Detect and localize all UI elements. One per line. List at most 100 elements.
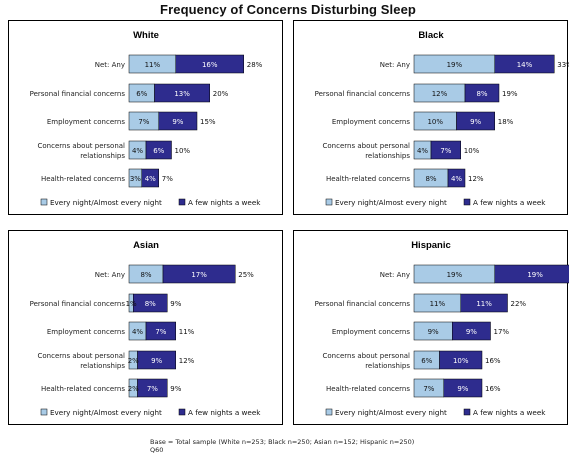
question-ref: Q60 xyxy=(150,446,164,454)
category-label: Health-related concerns xyxy=(326,385,410,393)
category-label: Employment concerns xyxy=(47,328,126,336)
category-label: Health-related concerns xyxy=(41,385,125,393)
legend: Every night/Almost every night A few nigh… xyxy=(325,198,546,207)
value-label-every-night: 3% xyxy=(130,175,141,183)
value-label-few-nights: 11% xyxy=(476,300,492,308)
category-label: Employment concerns xyxy=(332,118,411,126)
value-label-few-nights: 9% xyxy=(470,118,481,126)
legend-label-every-night: Every night/Almost every night xyxy=(335,198,447,207)
row-personal-financial-concerns: Personal financial concerns 12% 8% 19% xyxy=(315,83,518,103)
total-label: 12% xyxy=(179,357,195,365)
category-label: Health-related concerns xyxy=(326,175,410,183)
bar-few-nights xyxy=(464,83,500,103)
value-label-few-nights: 16% xyxy=(202,61,218,69)
category-label: Net: Any xyxy=(95,271,125,279)
bar-few-nights xyxy=(460,293,508,313)
value-label-every-night: 11% xyxy=(430,300,446,308)
total-label: 25% xyxy=(238,271,254,279)
category-label: Concerns about personal xyxy=(323,142,411,150)
value-label-few-nights: 7% xyxy=(147,385,158,393)
value-label-few-nights: 4% xyxy=(451,175,462,183)
row-net-any: Net: Any 19% 14% 33% xyxy=(380,54,569,74)
bar-few-nights xyxy=(447,168,466,188)
row-health-related-concerns: Health-related concerns 7% 9% 16% xyxy=(326,378,501,398)
legend-label-few-nights: A few nights a week xyxy=(473,408,546,417)
value-label-every-night: 11% xyxy=(145,61,161,69)
bar-few-nights xyxy=(430,140,461,160)
value-label-every-night: 6% xyxy=(136,90,147,98)
value-label-every-night: 19% xyxy=(447,61,463,69)
row-employment-concerns: Employment concerns 7% 9% 15% xyxy=(47,111,216,131)
category-label: relationships xyxy=(365,152,410,160)
row-employment-concerns: Employment concerns 4% 7% 11% xyxy=(47,321,195,341)
value-label-few-nights: 13% xyxy=(174,90,190,98)
value-label-every-night: 19% xyxy=(447,271,463,279)
category-label: Net: Any xyxy=(95,61,125,69)
bar-few-nights xyxy=(145,321,176,341)
base-footnote: Base = Total sample (White n=253; Black … xyxy=(150,438,415,446)
value-label-every-night: 7% xyxy=(423,385,434,393)
value-label-every-night: 7% xyxy=(138,118,149,126)
legend-swatch-every-night xyxy=(325,198,333,206)
chart-black: Black Net: Any 19% 14% 33% Personal financial… xyxy=(315,30,569,207)
bar-few-nights xyxy=(145,140,172,160)
value-label-few-nights: 19% xyxy=(527,271,543,279)
total-label: 15% xyxy=(200,118,216,126)
panel-title: Black xyxy=(418,30,444,41)
category-label: Personal financial concerns xyxy=(30,300,126,308)
value-label-every-night: 10% xyxy=(427,118,443,126)
legend-swatch-few-nights xyxy=(463,198,471,206)
bar-few-nights xyxy=(162,264,236,284)
category-label: Concerns about personal xyxy=(323,352,411,360)
footnote-block: Base = Total sample (White n=253; Black … xyxy=(150,438,414,454)
row-employment-concerns: Employment concerns 10% 9% 18% xyxy=(332,111,514,131)
bar-few-nights xyxy=(133,293,168,313)
value-label-few-nights: 10% xyxy=(453,357,469,365)
chart-main-title: Frequency of Concerns Disturbing Sleep xyxy=(160,2,416,17)
total-label: 17% xyxy=(494,328,510,336)
legend-label-every-night: Every night/Almost every night xyxy=(50,198,162,207)
legend-label-few-nights: A few nights a week xyxy=(188,408,261,417)
bar-few-nights xyxy=(175,54,244,74)
category-label: Employment concerns xyxy=(47,118,126,126)
row-health-related-concerns: Health-related concerns 3% 4% 7% xyxy=(41,168,173,188)
category-label: Personal financial concerns xyxy=(315,300,411,308)
value-label-few-nights: 8% xyxy=(476,90,487,98)
value-label-every-night: 6% xyxy=(421,357,432,365)
total-label: 12% xyxy=(468,175,484,183)
category-label: Net: Any xyxy=(380,271,410,279)
category-label: Employment concerns xyxy=(332,328,411,336)
value-label-few-nights: 9% xyxy=(151,357,162,365)
legend-swatch-few-nights xyxy=(178,198,186,206)
total-label: 10% xyxy=(464,147,480,155)
value-label-every-night: 9% xyxy=(428,328,439,336)
bar-few-nights xyxy=(154,83,210,103)
total-label: 7% xyxy=(162,175,173,183)
category-label: Personal financial concerns xyxy=(30,90,126,98)
value-label-every-night: 1% xyxy=(126,300,137,308)
legend: Every night/Almost every night A few nigh… xyxy=(325,408,546,417)
bar-few-nights xyxy=(141,168,159,188)
category-label: Health-related concerns xyxy=(41,175,125,183)
value-label-few-nights: 7% xyxy=(155,328,166,336)
category-label: Personal financial concerns xyxy=(315,90,411,98)
category-label: relationships xyxy=(365,362,410,370)
bar-few-nights xyxy=(494,264,569,284)
bar-few-nights xyxy=(443,378,483,398)
chart-white: White Net: Any 11% 16% 28% Personal financial… xyxy=(30,30,263,207)
row-employment-concerns: Employment concerns 9% 9% 17% xyxy=(332,321,510,341)
row-personal-financial-concerns: Personal financial concerns 6% 13% 20% xyxy=(30,83,229,103)
row-personal-financial-concerns: Personal financial concerns 11% 11% 22% xyxy=(315,293,526,313)
legend-swatch-few-nights xyxy=(178,408,186,416)
legend-swatch-every-night xyxy=(40,198,48,206)
legend-label-every-night: Every night/Almost every night xyxy=(50,408,162,417)
value-label-every-night: 12% xyxy=(432,90,448,98)
category-label: Net: Any xyxy=(380,61,410,69)
category-label: Concerns about personal xyxy=(38,352,126,360)
total-label: 9% xyxy=(170,385,181,393)
category-label: relationships xyxy=(80,152,125,160)
row-net-any: Net: Any 8% 17% 25% xyxy=(95,264,254,284)
panel-title: White xyxy=(133,30,159,41)
value-label-few-nights: 9% xyxy=(466,328,477,336)
